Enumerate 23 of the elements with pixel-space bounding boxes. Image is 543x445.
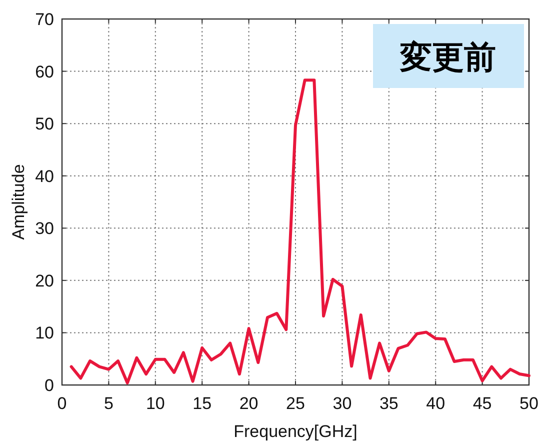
x-tick-label: 20	[239, 394, 258, 413]
x-tick-label: 25	[286, 394, 305, 413]
x-tick-label: 10	[146, 394, 165, 413]
x-tick-label: 50	[520, 394, 538, 413]
annotation: 変更前	[399, 39, 496, 75]
y-tick-label: 10	[35, 324, 54, 343]
y-tick-label: 50	[35, 114, 54, 134]
line-series	[70, 78, 530, 384]
x-tick-label: 15	[192, 394, 212, 413]
y-tick-label: 30	[35, 219, 54, 238]
y-tick-label: 40	[35, 166, 54, 186]
x-tick-label: 45	[472, 394, 492, 413]
x-tick-label: 5	[104, 394, 114, 413]
y-tick-label: 0	[44, 376, 54, 395]
x-axis-title: Frequency[GHz]	[234, 422, 358, 441]
y-tick-label: 20	[35, 271, 54, 290]
y-axis-title: Amplitude	[9, 164, 28, 240]
y-tick-label: 70	[35, 10, 54, 29]
x-tick-label: 35	[379, 394, 398, 413]
x-tick-label: 0	[57, 394, 67, 413]
x-tick-label: 30	[332, 394, 352, 413]
y-tick-label: 60	[35, 62, 54, 82]
x-tick-label: 40	[426, 394, 446, 413]
